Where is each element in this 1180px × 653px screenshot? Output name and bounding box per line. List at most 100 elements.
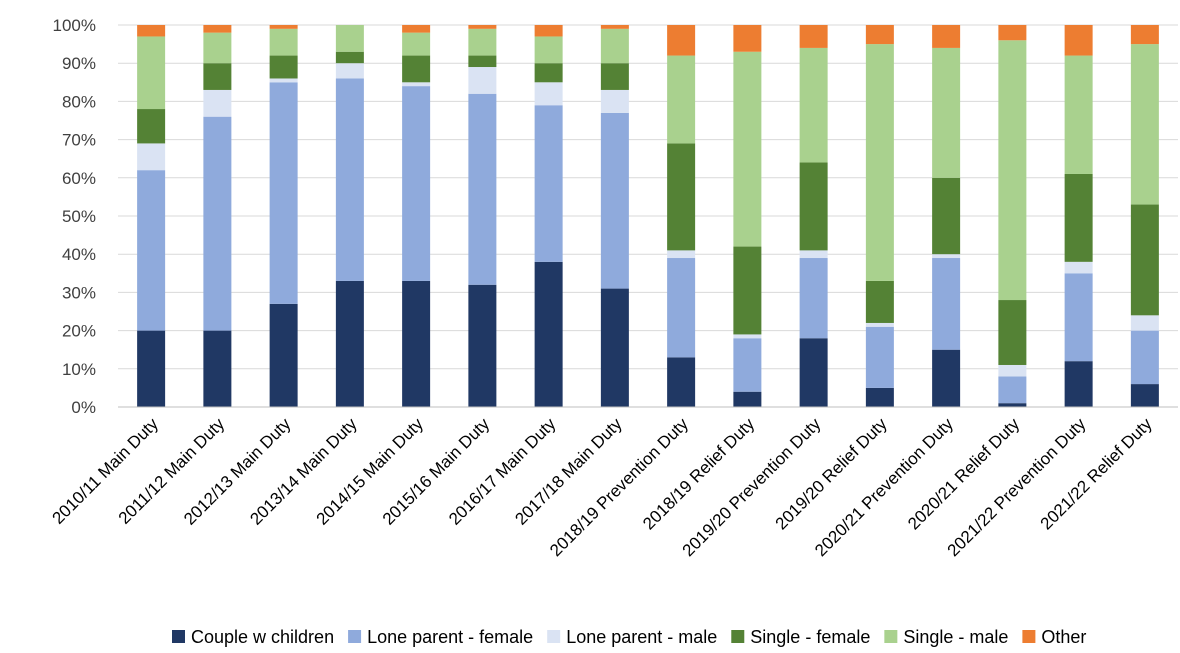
legend-item: Other [1022,627,1086,647]
x-category-label: 2020/21 Relief Duty [904,414,1023,533]
bar-segment-single-male [1130,44,1159,205]
bar-segment-lone-parent-male [932,254,961,259]
bar-segment-single-male [667,55,696,144]
bar-segment-single-male [269,28,298,56]
bar-segment-lone-parent-female [733,338,762,392]
y-tick-label: 60% [62,169,96,188]
bar-segment-lone-parent-male [1130,315,1159,331]
x-category-label: 2021/22 Relief Duty [1037,414,1156,533]
bar-segment-other [534,25,563,37]
bar-segment-couple-w-children [335,280,364,407]
bar-segment-lone-parent-female [600,112,629,289]
legend-label: Lone parent - female [367,627,533,647]
bar-segment-couple-w-children [799,338,828,407]
legend-swatch [731,630,745,643]
bar-segment-single-female [1064,173,1093,262]
bar-segment-single-female [203,63,232,90]
bar-segment-lone-parent-female [203,116,232,331]
x-category-label: 2019/20 Relief Duty [772,414,891,533]
legend: Couple w children Lone parent - female Lon… [172,627,1086,647]
bar-segment-couple-w-children [137,330,166,407]
bar-segment-lone-parent-female [1130,330,1159,385]
legend-swatch [884,630,898,643]
bar-segment-lone-parent-female [534,105,563,262]
x-category-label: 2021/22 Prevention Duty [944,414,1090,560]
y-axis-tick-labels: 0% 10% 20% 30% 40% 50% 60% 70% 80% 90% 100% [53,16,96,417]
bar-segment-lone-parent-female [932,258,961,350]
y-tick-label: 70% [62,131,96,150]
bar-segment-lone-parent-female [402,86,431,281]
bar-segment-lone-parent-male [667,250,696,259]
bar-segment-other [468,25,497,29]
bar-segment-lone-parent-male [468,67,497,94]
bar-segment-single-female [402,55,431,83]
bar-segment-other [667,25,696,56]
bar-segment-couple-w-children [865,387,894,407]
bar-segment-couple-w-children [667,357,696,407]
bar-segment-other [203,25,232,33]
bar-segment-single-female [468,55,497,68]
legend-item: Lone parent - female [348,627,533,647]
bar-segment-single-female [865,280,894,323]
bar-segment-single-female [932,177,961,255]
bars [137,25,1159,407]
bar-segment-lone-parent-female [865,326,894,388]
bar-segment-lone-parent-male [137,143,166,171]
bar-segment-single-female [799,162,828,251]
legend-item: Lone parent - male [547,627,717,647]
legend-item: Couple w children [172,627,334,647]
bar-segment-couple-w-children [534,261,563,407]
legend-item: Single - male [884,627,1008,647]
bar-segment-single-male [733,51,762,247]
bar-segment-couple-w-children [733,391,762,407]
bar-segment-single-male [799,47,828,163]
bar-segment-single-male [468,28,497,56]
legend-swatch [172,630,185,643]
bar-segment-single-female [269,55,298,79]
legend-label: Couple w children [191,627,334,647]
bar-segment-lone-parent-male [998,364,1027,377]
bar-segment-other [269,25,298,29]
bar-segment-single-male [932,47,961,178]
x-category-label: 2018/19 Relief Duty [639,414,758,533]
bar-segment-single-female [667,143,696,251]
y-tick-label: 30% [62,283,96,302]
bar-segment-single-male [137,36,166,110]
bar-segment-couple-w-children [1064,361,1093,407]
bar-segment-other [1064,25,1093,56]
legend-swatch [348,630,362,643]
bar-segment-other [998,25,1027,41]
bar-segment-single-female [600,63,629,90]
bar-segment-other [733,25,762,52]
bar-segment-single-male [402,32,431,56]
bar-segment-couple-w-children [468,284,497,407]
bar-segment-other [932,25,961,48]
legend-label: Other [1041,627,1086,647]
bar-segment-lone-parent-female [269,82,298,304]
bar-segment-single-female [137,109,166,144]
bar-segment-other [402,25,431,33]
legend-swatch [1022,630,1036,643]
legend-label: Lone parent - male [566,627,717,647]
bar-segment-single-male [600,28,629,64]
legend-item: Single - female [731,627,870,647]
y-tick-label: 0% [71,398,96,417]
bar-segment-lone-parent-female [137,170,166,331]
bar-segment-single-female [998,300,1027,365]
y-tick-label: 90% [62,54,96,73]
bar-segment-single-male [998,40,1027,301]
bar-segment-lone-parent-female [998,376,1027,404]
bar-segment-lone-parent-female [667,258,696,358]
bar-segment-lone-parent-male [600,89,629,113]
bar-segment-single-female [335,51,364,64]
bar-segment-other [600,25,629,29]
bar-segment-couple-w-children [269,303,298,407]
x-category-label: 2019/20 Prevention Duty [679,414,825,560]
bar-segment-lone-parent-male [733,334,762,339]
bar-segment-single-male [534,36,563,64]
y-tick-label: 40% [62,245,96,264]
bar-segment-couple-w-children [600,288,629,407]
bar-segment-single-male [203,32,232,64]
